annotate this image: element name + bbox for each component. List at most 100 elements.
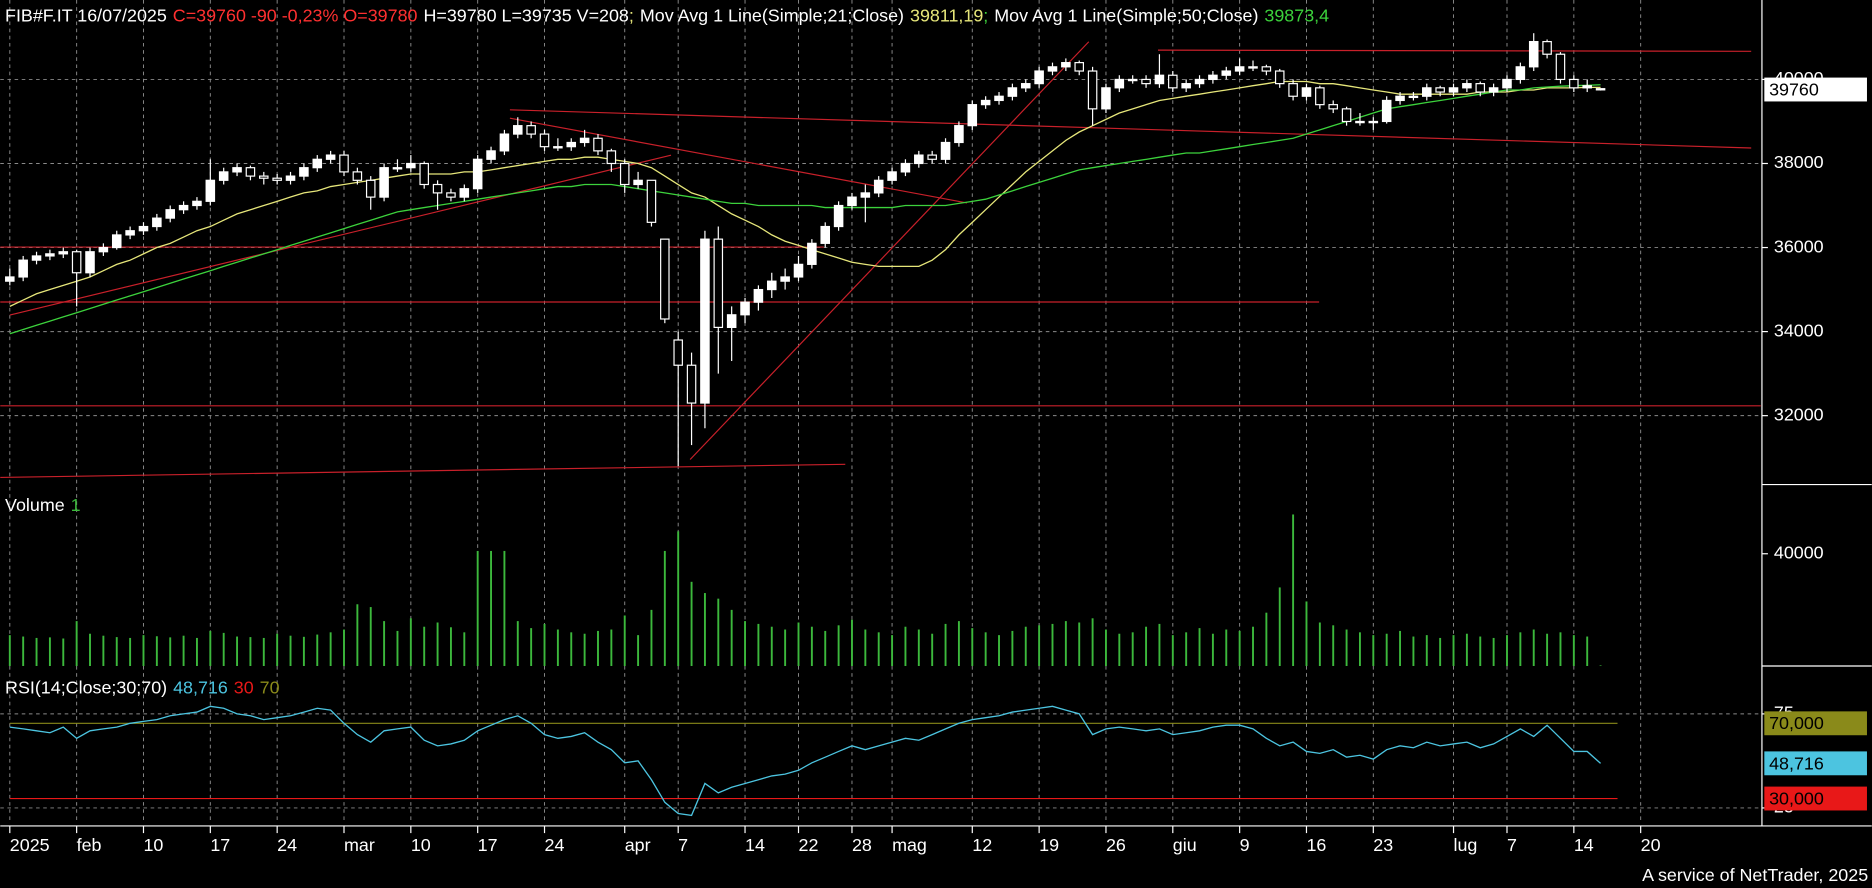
candle-body (1475, 83, 1486, 93)
candle-body (339, 154, 349, 173)
candle-body (1422, 87, 1432, 97)
volume-bar (476, 550, 479, 666)
candle-body (780, 276, 790, 282)
volume-bar (623, 615, 626, 666)
threshold-label: 70,000 (1769, 713, 1824, 733)
panel-title: RSI(14;Close;30;70) 48,716 30 70 (5, 677, 280, 697)
candle-body (365, 179, 376, 198)
candle-body (660, 238, 670, 320)
x-tick-label: mar (344, 835, 375, 855)
legend-entry: Mov Avg 1 Line(Simple;50;Close) (994, 5, 1258, 25)
candle-body (111, 234, 122, 249)
trendline (689, 41, 1090, 460)
header-part: FIB#F.IT 16/07/2025 (5, 5, 167, 25)
volume-bar (904, 626, 907, 666)
volume-bar (744, 621, 746, 666)
candle-body (432, 183, 443, 194)
x-tick-label: 17 (478, 835, 498, 855)
volume-bar (423, 626, 426, 666)
candle-body (1141, 78, 1151, 85)
candle-body (1208, 74, 1218, 81)
candle-body (352, 171, 363, 181)
volume-bar (797, 622, 800, 666)
volume-bar (1345, 629, 1348, 666)
x-tick-label: 28 (852, 835, 872, 855)
volume-bar (1158, 623, 1161, 666)
candle-body (1288, 83, 1298, 97)
candle-body (526, 125, 536, 135)
volume-bar (1171, 635, 1174, 666)
volume-bar (35, 637, 38, 666)
volume-bar (1225, 629, 1228, 666)
volume-bar (115, 637, 118, 666)
volume-bar (1465, 633, 1468, 666)
candle-body (406, 162, 416, 169)
volume-bar (1105, 629, 1107, 666)
volume-bar (1506, 635, 1508, 666)
rsi-value-label-box (1764, 751, 1867, 776)
volume-bar (650, 609, 653, 666)
candle-body (1274, 70, 1285, 85)
candle-body (178, 204, 189, 211)
volume-bar (1051, 623, 1054, 666)
x-tick-label: 22 (799, 835, 819, 855)
panel-title-text: Volume (5, 495, 65, 515)
volume-bar (142, 635, 145, 666)
candle-body (1569, 78, 1579, 89)
candle-body (1381, 99, 1392, 123)
volume-bar (1078, 622, 1081, 666)
candle-body (1301, 87, 1312, 97)
volume-bar (690, 581, 693, 666)
candle-body (1074, 62, 1084, 72)
volume-bar (62, 638, 65, 666)
volume-bar (1131, 632, 1134, 666)
candle-body (1328, 104, 1338, 110)
candle-body (1315, 87, 1325, 106)
volume-bar (102, 635, 105, 666)
volume-bar (717, 598, 720, 666)
x-tick-label: 17 (210, 835, 230, 855)
candle-body (793, 263, 804, 278)
x-tick-label: 24 (545, 835, 565, 855)
candle-body (1034, 70, 1044, 85)
threshold-header: 30 (234, 677, 254, 697)
volume-bar (917, 629, 920, 666)
volume-bar (851, 619, 853, 666)
candle-body (1341, 108, 1352, 123)
candle-body (1502, 78, 1512, 89)
candle-body (1114, 78, 1125, 89)
candle-body (740, 301, 750, 316)
volume-bar (369, 607, 372, 666)
volume-bar (610, 629, 613, 666)
candle-body (673, 339, 683, 366)
x-tick-label: 14 (745, 835, 765, 855)
volume-bar (75, 621, 78, 666)
legend-entry: Mov Avg 1 Line(Simple;21;Close) (640, 5, 904, 25)
x-tick-label: 12 (972, 835, 992, 855)
volume-bar (22, 636, 25, 666)
y-tick-label: 34000 (1774, 320, 1824, 340)
candle-body (45, 253, 55, 257)
volume-bar (1118, 633, 1121, 666)
volume-bar (543, 623, 546, 666)
candle-body (1007, 87, 1018, 97)
volume-bar (597, 630, 599, 666)
x-tick-label: feb (77, 835, 102, 855)
candle-body (914, 154, 924, 165)
candle-body (1542, 41, 1552, 55)
volume-bar (1305, 601, 1308, 666)
candle-body (980, 99, 991, 106)
volume-bar (663, 550, 666, 666)
candle-body (927, 154, 937, 160)
candle-body (419, 162, 429, 186)
candle-body (5, 276, 15, 282)
x-tick-label: 10 (411, 835, 431, 855)
volume-bar (784, 629, 787, 666)
candle-body (954, 125, 964, 144)
candle-body (807, 242, 817, 265)
panel-title-text: RSI(14;Close;30;70) (5, 677, 167, 697)
candle-body (1087, 70, 1098, 110)
candle-body (1248, 66, 1258, 69)
candle-body (1355, 120, 1365, 124)
